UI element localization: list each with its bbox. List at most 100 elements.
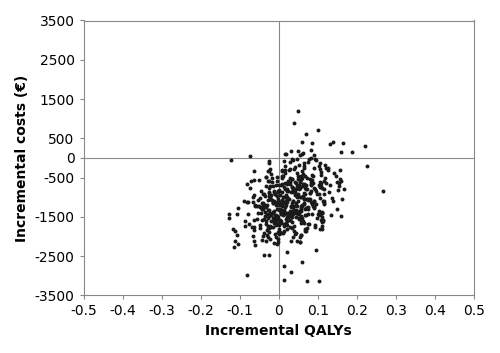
Point <box>278 197 286 203</box>
Point <box>291 232 299 237</box>
Point <box>298 203 306 209</box>
Point <box>270 198 278 203</box>
Point <box>283 218 291 223</box>
Point <box>281 204 289 209</box>
Point <box>232 238 239 244</box>
Point <box>312 188 320 193</box>
Point <box>308 188 316 194</box>
Point <box>241 218 249 223</box>
Point <box>298 215 306 221</box>
Point <box>262 227 270 232</box>
Point <box>302 205 310 211</box>
Point <box>266 210 274 216</box>
Point <box>250 217 258 222</box>
Point <box>274 189 282 195</box>
Point <box>300 227 308 232</box>
Point <box>226 215 234 221</box>
Point <box>310 152 318 158</box>
Point <box>260 217 268 222</box>
Point <box>316 161 324 166</box>
Point <box>272 219 280 224</box>
Point <box>300 196 308 202</box>
Point <box>273 174 281 180</box>
Point <box>282 221 290 227</box>
Point <box>348 149 356 155</box>
Point <box>328 196 336 201</box>
Point <box>308 140 316 146</box>
Point <box>286 179 294 185</box>
Point <box>291 189 299 195</box>
Point <box>256 203 264 209</box>
Point <box>300 191 308 196</box>
Point <box>263 211 271 217</box>
Point <box>274 214 282 220</box>
Point <box>272 241 280 246</box>
Point <box>277 231 285 236</box>
Point <box>338 149 345 155</box>
Point <box>298 194 306 200</box>
Point <box>320 202 328 207</box>
Point <box>336 167 344 173</box>
Point <box>314 215 322 220</box>
Point <box>270 199 278 205</box>
Point <box>265 160 273 166</box>
Point <box>284 178 292 184</box>
Point <box>276 192 283 198</box>
Point <box>307 181 315 187</box>
Point <box>260 206 268 211</box>
Point <box>299 150 307 156</box>
Point <box>278 209 285 215</box>
Point <box>289 187 297 192</box>
Point <box>284 196 292 202</box>
Point <box>266 183 274 189</box>
Point <box>298 183 306 189</box>
Point <box>270 240 278 246</box>
Point <box>303 175 311 181</box>
Point <box>290 187 298 193</box>
Point <box>288 204 296 210</box>
Point <box>294 238 302 244</box>
Point <box>248 224 256 230</box>
Point <box>262 233 270 238</box>
Point <box>270 189 278 194</box>
X-axis label: Incremental QALYs: Incremental QALYs <box>206 324 352 338</box>
Point <box>278 168 286 174</box>
Point <box>282 216 290 222</box>
Point <box>318 210 326 215</box>
Point <box>265 169 273 174</box>
Point <box>272 202 280 208</box>
Point <box>244 199 252 205</box>
Point <box>284 186 292 192</box>
Point <box>273 179 281 184</box>
Point <box>280 158 288 164</box>
Point <box>309 180 317 186</box>
Point <box>299 218 307 223</box>
Point <box>313 191 321 196</box>
Point <box>274 240 282 245</box>
Point <box>329 139 337 145</box>
Point <box>267 192 275 198</box>
Point <box>281 187 289 192</box>
Point <box>280 229 288 234</box>
Point <box>270 214 278 219</box>
Point <box>241 223 249 229</box>
Point <box>326 183 334 188</box>
Point <box>282 202 290 208</box>
Point <box>297 221 305 226</box>
Point <box>265 207 273 213</box>
Point <box>289 205 297 210</box>
Point <box>262 219 270 224</box>
Point <box>276 202 283 207</box>
Point <box>293 170 301 176</box>
Point <box>308 211 316 217</box>
Point <box>284 223 292 228</box>
Point <box>270 208 278 214</box>
Point <box>284 213 292 219</box>
Point <box>269 183 277 189</box>
Point <box>316 196 324 201</box>
Point <box>319 218 327 224</box>
Point <box>269 200 277 206</box>
Point <box>302 183 310 188</box>
Point <box>302 186 310 192</box>
Point <box>280 231 287 236</box>
